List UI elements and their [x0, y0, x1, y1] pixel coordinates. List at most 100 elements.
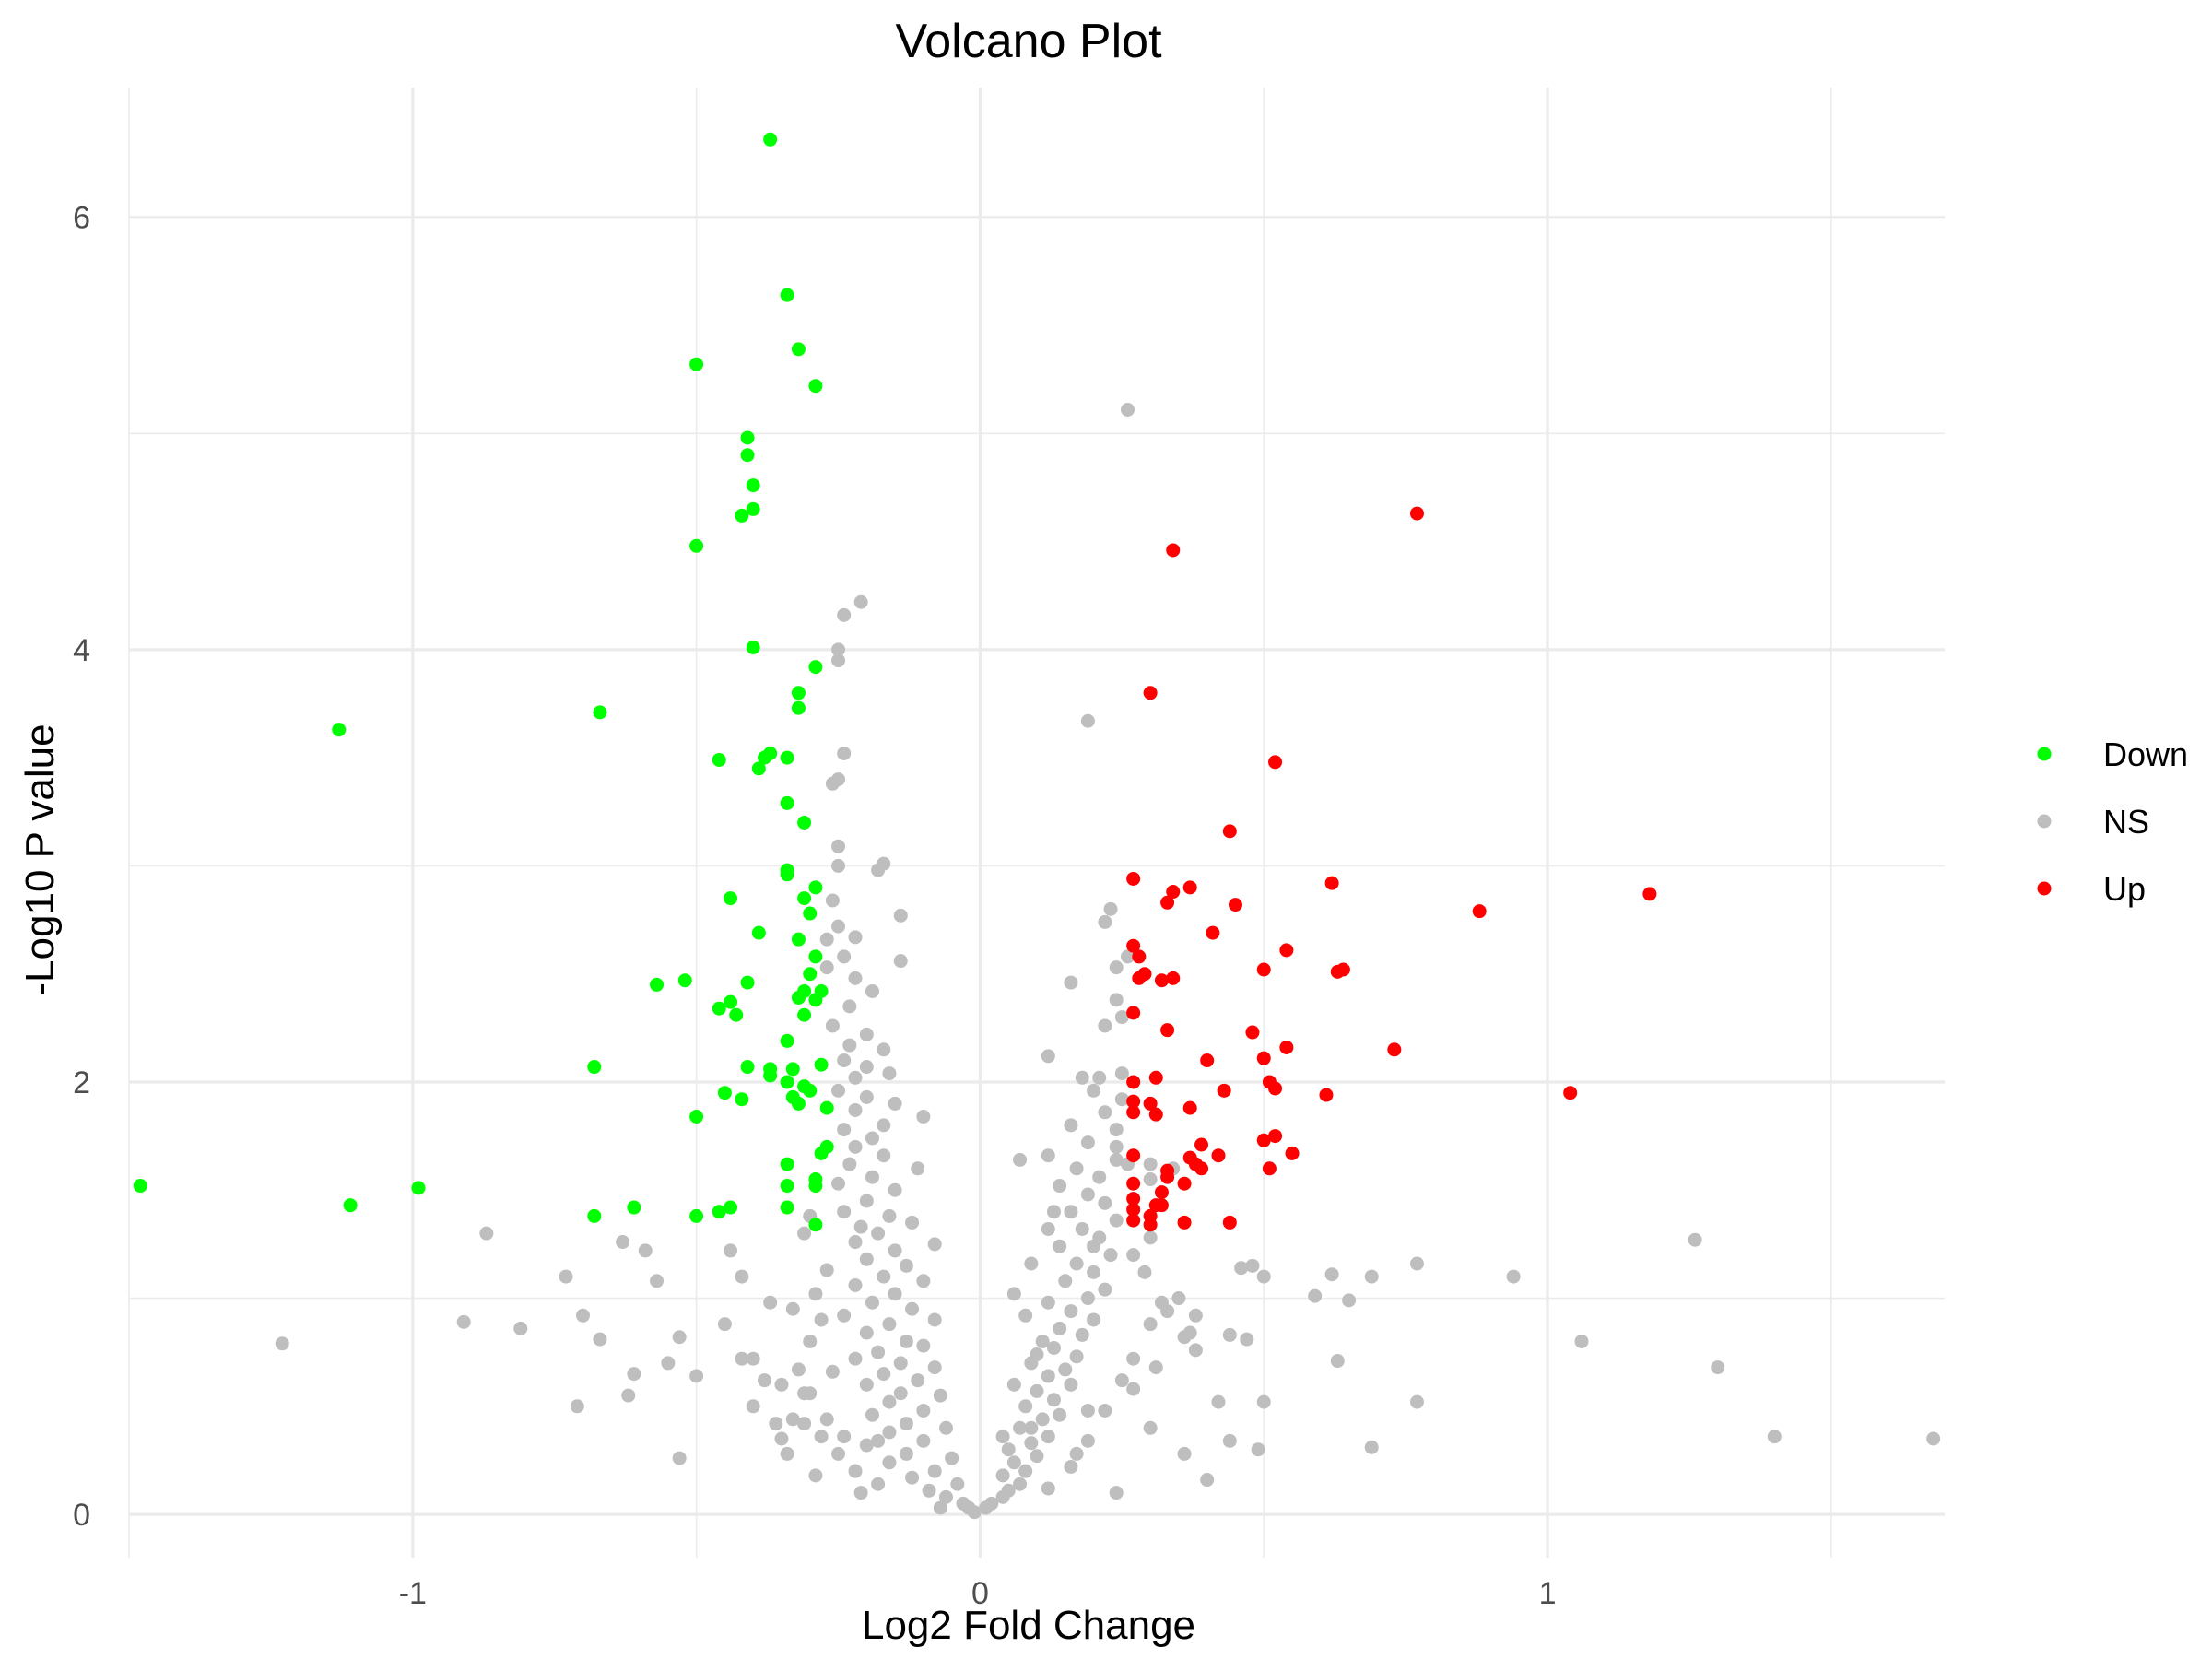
- point-ns: [1087, 1265, 1101, 1279]
- point-ns: [1364, 1440, 1379, 1454]
- point-up: [1262, 1161, 1277, 1176]
- point-ns: [1075, 1070, 1089, 1085]
- point-ns: [1075, 1327, 1089, 1342]
- point-ns: [1109, 993, 1124, 1007]
- point-ns: [746, 1351, 760, 1366]
- point-up: [1148, 1107, 1163, 1122]
- point-up: [1409, 506, 1424, 521]
- point-ns: [1030, 1449, 1044, 1464]
- point-ns: [837, 1308, 852, 1323]
- point-ns: [1018, 1308, 1033, 1323]
- point-ns: [638, 1243, 653, 1258]
- point-ns: [1035, 1334, 1050, 1348]
- point-ns: [1143, 1157, 1158, 1171]
- point-ns: [859, 1438, 874, 1453]
- point-ns: [1256, 1394, 1271, 1409]
- point-up: [1217, 1083, 1231, 1098]
- point-ns: [1109, 1486, 1124, 1500]
- point-ns: [877, 1367, 891, 1382]
- point-ns: [877, 1148, 891, 1163]
- point-down: [740, 448, 755, 463]
- point-ns: [831, 919, 846, 934]
- point-down: [780, 1075, 794, 1089]
- point-down: [780, 1157, 794, 1171]
- point-up: [1126, 1202, 1141, 1217]
- point-down: [689, 538, 704, 553]
- point-ns: [1041, 1295, 1055, 1310]
- point-ns: [758, 1373, 771, 1388]
- point-ns: [1098, 1195, 1112, 1210]
- point-ns: [1103, 1248, 1118, 1263]
- point-up: [1222, 824, 1237, 839]
- point-ns: [882, 1425, 897, 1440]
- point-ns: [1308, 1288, 1323, 1303]
- point-down: [740, 430, 755, 445]
- point-ns: [1251, 1442, 1265, 1457]
- point-down: [133, 1179, 147, 1194]
- point-ns: [848, 1464, 863, 1478]
- point-ns: [1211, 1394, 1226, 1409]
- point-ns: [1109, 1139, 1124, 1154]
- point-down: [791, 1096, 806, 1111]
- point-ns: [911, 1373, 925, 1388]
- point-ns: [717, 1317, 732, 1332]
- point-ns: [1058, 1362, 1073, 1377]
- point-up: [1126, 938, 1141, 953]
- point-ns: [1143, 1230, 1158, 1245]
- point-ns: [1926, 1431, 1941, 1446]
- point-up: [1154, 973, 1169, 988]
- point-ns: [1098, 1105, 1112, 1120]
- point-ns: [1126, 1351, 1141, 1366]
- point-ns: [893, 1356, 908, 1371]
- point-ns: [1013, 1477, 1028, 1491]
- point-down: [791, 700, 806, 715]
- point-ns: [1046, 1340, 1061, 1355]
- point-ns: [1506, 1269, 1521, 1284]
- point-up: [1387, 1042, 1402, 1057]
- point-ns: [1069, 1161, 1084, 1176]
- point-ns: [1245, 1258, 1260, 1273]
- point-up: [1182, 1100, 1197, 1115]
- point-ns: [650, 1274, 665, 1288]
- point-up: [1211, 1148, 1226, 1163]
- point-ns: [1024, 1420, 1039, 1435]
- point-ns: [1024, 1436, 1039, 1451]
- point-ns: [1080, 1404, 1095, 1418]
- point-ns: [842, 1157, 857, 1171]
- point-down: [729, 1007, 744, 1022]
- point-ns: [1053, 1179, 1067, 1194]
- point-ns: [1046, 1393, 1061, 1407]
- point-ns: [859, 1027, 874, 1041]
- point-ns: [865, 1131, 879, 1146]
- point-ns: [877, 1118, 891, 1133]
- point-ns: [882, 1066, 897, 1081]
- point-down: [746, 501, 760, 516]
- point-ns: [1114, 1010, 1129, 1025]
- point-ns: [797, 1386, 812, 1401]
- point-ns: [1064, 1304, 1078, 1319]
- point-ns: [882, 1455, 897, 1470]
- point-down: [411, 1181, 426, 1195]
- legend: Down NS Up: [2037, 735, 2188, 908]
- point-up: [1256, 1133, 1271, 1147]
- point-ns: [1114, 1373, 1129, 1388]
- point-ns: [1688, 1232, 1702, 1247]
- point-up: [1166, 543, 1181, 558]
- point-up: [1563, 1086, 1578, 1100]
- point-ns: [1053, 1321, 1067, 1335]
- point-ns: [1013, 1152, 1028, 1167]
- point-ns: [888, 1182, 902, 1197]
- point-ns: [1222, 1327, 1237, 1342]
- point-ns: [877, 1042, 891, 1057]
- point-ns: [1046, 1205, 1061, 1219]
- point-ns: [871, 1345, 886, 1359]
- point-ns: [1080, 713, 1095, 728]
- point-ns: [825, 1018, 840, 1033]
- point-ns: [848, 1277, 863, 1292]
- point-ns: [1075, 1221, 1089, 1236]
- point-up: [1472, 904, 1487, 919]
- point-ns: [1188, 1308, 1203, 1323]
- point-ns: [831, 839, 846, 853]
- point-ns: [859, 1060, 874, 1075]
- point-ns: [831, 1083, 846, 1098]
